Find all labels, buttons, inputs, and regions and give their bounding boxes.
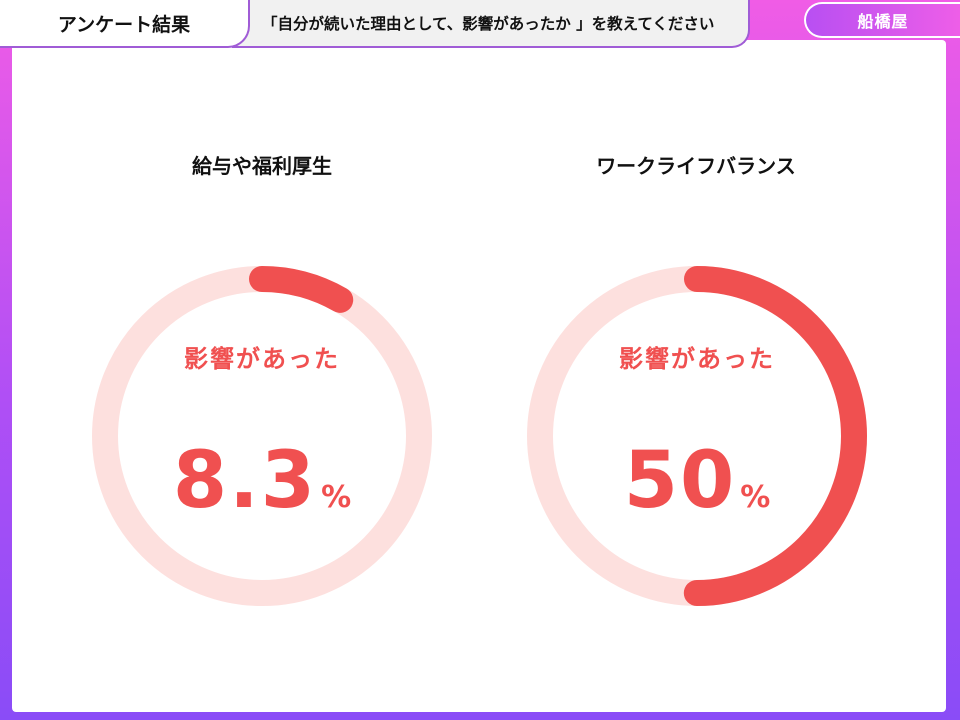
donut-center-label: 影響があった <box>184 345 340 373</box>
question-banner: 「自分が続いた理由として、影響があったか 」を教えてください <box>232 0 750 48</box>
section-tab-label: アンケート結果 <box>57 13 191 36</box>
company-name: 船橋屋 <box>857 12 909 31</box>
donut-chart-work-life-balance: 影響があった 50% <box>525 264 869 608</box>
donut-progress-arc <box>92 266 432 606</box>
section-tab[interactable]: アンケート結果 <box>0 0 250 48</box>
company-badge: 船橋屋 <box>804 2 960 38</box>
donut-value: 8.3% <box>90 436 434 526</box>
donut-progress-arc <box>527 266 867 606</box>
donut-value-unit: % <box>321 480 352 515</box>
question-text: 「自分が続いた理由として、影響があったか 」を教えてください <box>262 15 715 33</box>
chart-title-work-life-balance: ワークライフバランス <box>596 154 796 178</box>
donut-value-number: 50 <box>623 436 737 526</box>
donut-svg-work-life-balance <box>527 266 867 606</box>
donut-center-label: 影響があった <box>619 345 775 373</box>
content-panel <box>12 40 946 712</box>
donut-chart-benefits: 影響があった 8.3% <box>90 264 434 608</box>
donut-value-number: 8.3 <box>172 436 318 526</box>
chart-title-benefits: 給与や福利厚生 <box>192 154 332 178</box>
donut-value: 50% <box>525 436 869 526</box>
donut-svg-benefits <box>92 266 432 606</box>
donut-value-unit: % <box>740 480 771 515</box>
